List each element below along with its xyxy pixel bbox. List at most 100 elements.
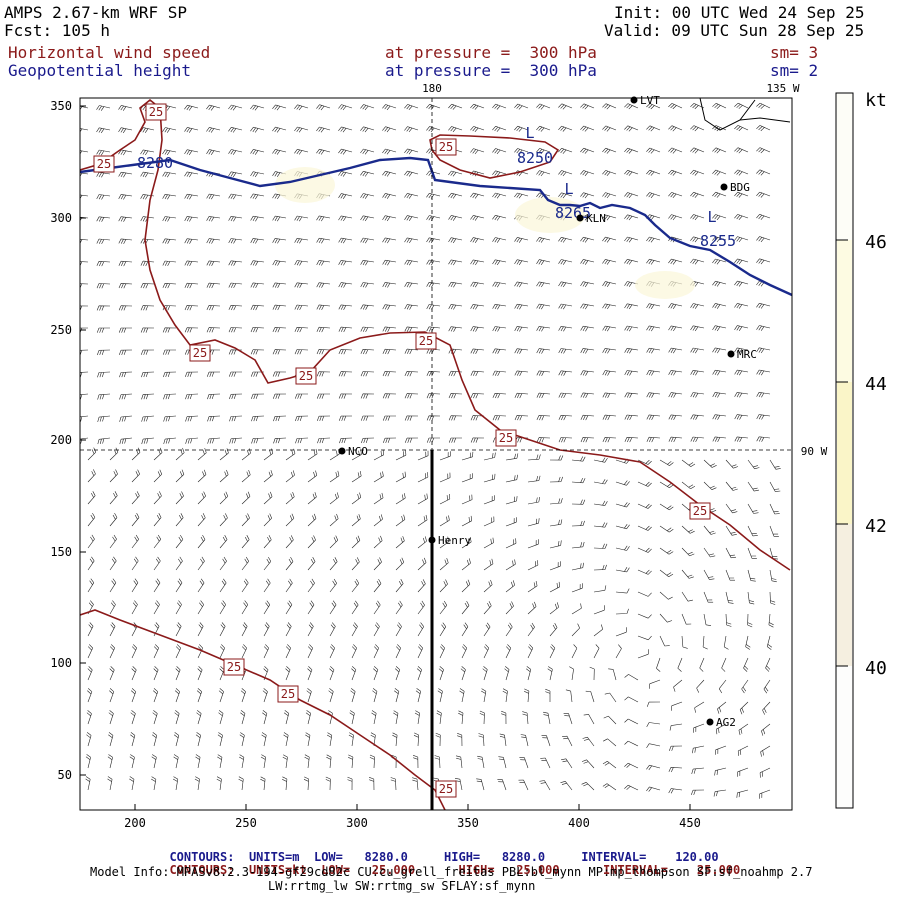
wind-barb bbox=[448, 281, 463, 288]
wind-barb bbox=[360, 193, 375, 199]
wind-barb bbox=[261, 732, 267, 747]
wind-barb bbox=[659, 591, 673, 600]
wind-barb bbox=[603, 738, 617, 747]
wind-barb bbox=[328, 688, 334, 703]
wind-barb bbox=[390, 777, 397, 791]
wind-barb bbox=[327, 710, 333, 725]
wind-barb bbox=[373, 644, 379, 659]
wind-barb bbox=[206, 238, 221, 244]
wind-barb bbox=[285, 491, 295, 505]
wind-contour-label: 25 bbox=[189, 344, 211, 362]
wind-barb bbox=[382, 126, 397, 133]
wind-barb bbox=[536, 148, 551, 154]
wind-barb bbox=[173, 754, 179, 769]
wind-barb bbox=[646, 701, 661, 707]
wind-barb bbox=[602, 259, 617, 265]
wind-barb bbox=[96, 194, 111, 200]
wind-barb bbox=[338, 393, 353, 399]
wind-barb bbox=[457, 733, 463, 747]
wind-barb bbox=[404, 104, 419, 110]
wind-barb bbox=[602, 414, 617, 421]
wind-barb bbox=[329, 600, 337, 615]
wind-barb bbox=[217, 732, 223, 747]
wind-barb bbox=[417, 536, 427, 549]
wind-barb bbox=[668, 347, 683, 354]
wind-barb bbox=[549, 540, 562, 549]
wind-barb bbox=[285, 470, 295, 483]
wind-barb bbox=[492, 103, 507, 110]
wind-barb bbox=[185, 415, 199, 422]
wind-barb bbox=[702, 635, 708, 650]
wind-barb bbox=[197, 622, 204, 637]
wind-barb bbox=[602, 303, 617, 310]
wind-barb bbox=[673, 679, 683, 692]
wind-barb bbox=[250, 371, 264, 377]
wind-contour-label: 25 bbox=[435, 780, 457, 798]
wind-barb bbox=[326, 754, 332, 769]
wind-barb bbox=[560, 781, 573, 791]
wind-barb bbox=[272, 171, 287, 177]
wind-barb bbox=[338, 171, 353, 177]
wind-barb bbox=[175, 622, 182, 637]
wind-barb bbox=[338, 326, 353, 333]
wind-barb bbox=[624, 281, 639, 287]
wind-barb bbox=[118, 194, 133, 200]
wind-barb bbox=[360, 148, 375, 155]
wind-barb bbox=[734, 303, 749, 309]
wind-barb bbox=[272, 393, 287, 399]
wind-barb bbox=[347, 776, 353, 791]
wind-barb bbox=[382, 393, 397, 399]
wind-barb bbox=[131, 556, 139, 571]
wind-barb bbox=[725, 481, 738, 491]
wind-barb bbox=[119, 349, 133, 356]
wind-barb bbox=[461, 644, 468, 659]
wind-barb bbox=[558, 392, 573, 399]
wind-barb bbox=[241, 578, 249, 593]
wind-barb bbox=[461, 558, 471, 571]
wind-barb bbox=[163, 437, 177, 444]
wind-barb bbox=[206, 305, 221, 311]
wind-barb bbox=[285, 513, 295, 527]
wind-barb bbox=[141, 393, 155, 400]
wind-barb bbox=[153, 556, 161, 571]
wind-barb bbox=[273, 415, 287, 422]
wind-barb bbox=[219, 644, 225, 659]
wind-barb bbox=[738, 723, 749, 736]
forecast-hour: Fcst: 105 h bbox=[4, 21, 110, 40]
wind-contour-label: 25 bbox=[277, 685, 299, 703]
wind-barb bbox=[602, 370, 617, 376]
wind-barb bbox=[250, 349, 265, 355]
wind-barb bbox=[241, 600, 249, 615]
wind-barb bbox=[602, 103, 617, 110]
wind-barb bbox=[668, 370, 683, 376]
valid-time: Valid: 09 UTC Sun 28 Sep 25 bbox=[604, 21, 865, 40]
wind-barb bbox=[580, 303, 595, 310]
colorbar-band bbox=[837, 382, 852, 524]
wind-barb bbox=[395, 536, 405, 549]
wind-barb bbox=[668, 414, 683, 420]
station-label: MRC bbox=[737, 348, 757, 361]
wind-barb bbox=[305, 710, 311, 725]
wind-barb bbox=[96, 261, 111, 267]
wind-barb bbox=[272, 238, 287, 244]
wind-contour-label: 25 bbox=[295, 367, 317, 385]
wind-barb bbox=[426, 215, 441, 221]
wind-barb bbox=[373, 600, 381, 615]
wind-barb bbox=[360, 126, 375, 133]
wind-barb bbox=[197, 666, 203, 681]
wind-barb bbox=[107, 776, 113, 791]
wind-barb bbox=[294, 215, 309, 222]
wind-barb bbox=[272, 126, 287, 133]
wind-barb bbox=[536, 303, 551, 310]
wind-barb bbox=[615, 502, 630, 508]
wind-barb bbox=[580, 281, 595, 288]
wind-barb bbox=[351, 557, 360, 571]
wind-barb bbox=[338, 193, 353, 199]
wind-barb bbox=[580, 437, 595, 443]
wind-barb bbox=[624, 370, 639, 376]
wind-barb bbox=[351, 514, 361, 527]
wind-barb bbox=[769, 525, 779, 537]
wind-barb bbox=[747, 503, 759, 514]
wind-barb bbox=[185, 437, 199, 444]
